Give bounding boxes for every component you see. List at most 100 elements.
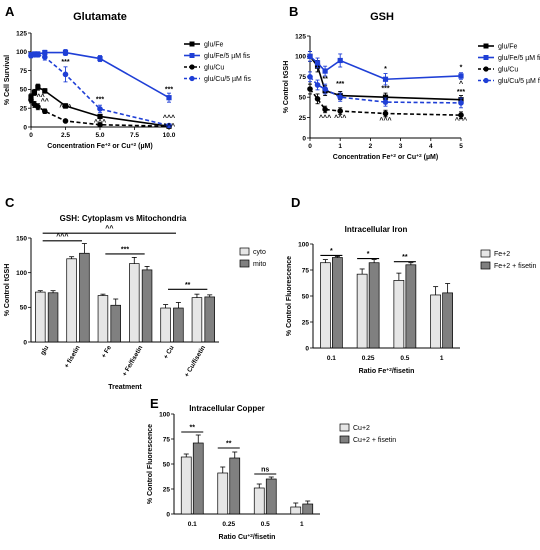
legend-marker <box>189 53 195 58</box>
legend-label: glu/Fe/5 µM fis <box>498 55 540 62</box>
series-glu-cu-5-m-fis <box>307 71 464 109</box>
y-tick-label: 75 <box>299 74 307 81</box>
significance-mark: *** <box>381 86 389 93</box>
y-tick-label: 50 <box>163 461 171 468</box>
significance-mark: ^^ <box>37 93 45 101</box>
x-axis-label: Concentration Fe+2 or Cu+2 (µM) <box>47 142 152 151</box>
x-tick-label: glu <box>39 344 50 356</box>
significance-mark: ^^^ <box>319 114 331 122</box>
data-point <box>166 122 172 129</box>
panel-d: D Intracellular Iron 0 25 50 75 100 % Control F… <box>286 195 537 375</box>
bar <box>253 487 265 515</box>
bar <box>79 252 90 343</box>
bar <box>265 478 277 515</box>
legend-swatch <box>239 259 250 268</box>
data-point <box>62 118 69 124</box>
y-tick-label: 0 <box>302 135 306 142</box>
series-cu-2 <box>180 453 302 515</box>
series-mito <box>47 243 215 343</box>
legend-marker <box>189 75 195 82</box>
bar <box>141 269 153 343</box>
y-tick-label: 25 <box>299 115 307 122</box>
data-point <box>314 60 321 66</box>
panel-letter: A <box>5 4 15 19</box>
y-tick-label: 75 <box>163 436 171 443</box>
x-tick-label: 5.0 <box>95 132 104 139</box>
y-tick-label: 50 <box>299 95 307 102</box>
data-point <box>166 95 172 101</box>
bar <box>356 273 368 349</box>
x-tick-label: 10.0 <box>163 132 176 139</box>
chart-title: Intracellular Copper <box>189 404 265 413</box>
legend-marker <box>483 55 489 60</box>
legend-label: glu/Fe <box>498 44 518 51</box>
legend-label: glu/Cu <box>498 67 518 74</box>
y-axis-label: % Control tGSH <box>283 61 290 114</box>
bar <box>442 292 453 349</box>
significance-mark: ** <box>322 76 328 83</box>
y-tick-label: 100 <box>16 270 27 277</box>
significance-mark: *** <box>96 96 104 103</box>
label-part: /fisetin <box>392 368 415 375</box>
y-tick-label: 0 <box>166 511 170 518</box>
data-point <box>337 57 343 64</box>
significance-mark: * <box>460 64 463 71</box>
legend-label: cyto <box>253 249 266 256</box>
bar <box>320 262 331 349</box>
x-tick-label: + Cu <box>163 344 176 360</box>
panel-letter: E <box>150 396 159 411</box>
bar <box>229 457 241 515</box>
legend-swatch <box>339 435 350 444</box>
y-tick-label: 100 <box>295 54 306 61</box>
legend-label: glu/Cu/5 µM fis <box>204 76 251 83</box>
significance-mark: * <box>384 66 387 73</box>
data-point <box>307 86 313 92</box>
legend-label: Fe+2 + fisetin <box>494 263 537 270</box>
data-point <box>97 55 103 62</box>
data-point <box>42 108 48 115</box>
x-tick-label: + Fe/fisetin <box>121 344 144 377</box>
x-tick-label: 1 <box>338 143 342 150</box>
legend-label: glu/Cu <box>204 65 224 72</box>
bar <box>204 296 215 343</box>
bar <box>173 307 184 343</box>
y-tick-label: 125 <box>295 33 306 40</box>
x-axis-label: Ratio Fe+2/fisetin <box>359 367 415 376</box>
x-tick-label: + Fe <box>100 344 113 359</box>
significance-mark: ** <box>190 425 196 432</box>
bar <box>430 294 441 349</box>
bar <box>97 295 109 343</box>
x-tick-label: 0.5 <box>261 521 270 528</box>
x-tick-label: 4 <box>429 143 433 150</box>
panel-letter: D <box>291 195 300 210</box>
data-point <box>382 76 389 82</box>
data-point <box>458 73 464 79</box>
significance-mark: ^^^ <box>455 116 467 124</box>
x-tick-label: 0.25 <box>222 521 235 528</box>
x-tick-label: 0 <box>29 132 33 139</box>
series-fe-2 <box>320 259 441 349</box>
significance-mark: ^^^ <box>59 104 71 112</box>
data-point <box>97 106 103 112</box>
y-tick-label: 50 <box>302 293 310 300</box>
y-tick-label: 0 <box>23 339 27 346</box>
significance-mark: ns <box>261 467 269 474</box>
y-axis-label: % Control tGSH <box>4 264 11 317</box>
x-tick-label: 0.1 <box>188 521 197 528</box>
significance-mark: ^^^ <box>379 116 391 124</box>
data-point <box>62 49 69 56</box>
y-tick-label: 0 <box>305 345 309 352</box>
significance-mark: ^^^ <box>334 114 346 122</box>
y-tick-label: 25 <box>163 486 171 493</box>
y-tick-label: 75 <box>302 267 310 274</box>
significance-mark: ^^ <box>41 98 49 106</box>
superscript: +2 <box>105 142 111 148</box>
panel-e: E Intracellular Copper 0 25 50 75 100 % Control… <box>147 396 396 541</box>
data-point <box>314 82 321 88</box>
legend-label: glu/Fe/5 µM fis <box>204 53 251 60</box>
legend-marker <box>189 41 195 47</box>
data-point <box>42 49 48 56</box>
data-point <box>62 103 69 109</box>
label-part: /fisetin <box>253 534 276 541</box>
